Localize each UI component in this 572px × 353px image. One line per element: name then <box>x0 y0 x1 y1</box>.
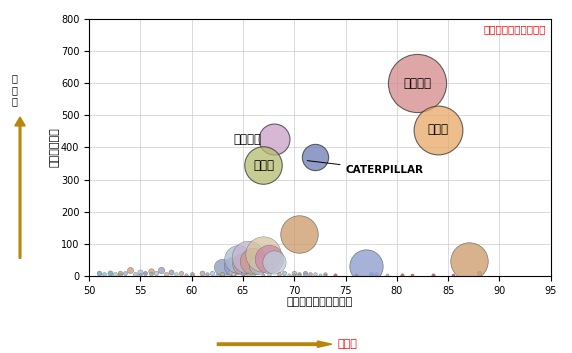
Text: CATERPILLAR: CATERPILLAR <box>307 161 423 175</box>
Point <box>166 269 176 275</box>
Point <box>218 271 227 276</box>
Point <box>264 256 273 262</box>
Point <box>449 272 458 278</box>
Point <box>367 271 376 277</box>
Point <box>372 271 381 277</box>
Y-axis label: 権利者スコア: 権利者スコア <box>49 127 59 167</box>
Point <box>310 271 319 277</box>
Point <box>300 272 309 277</box>
Point <box>362 263 371 269</box>
Point <box>320 271 329 277</box>
Point <box>105 270 114 276</box>
X-axis label: パテントスコア最高値: パテントスコア最高値 <box>287 297 353 307</box>
Point <box>382 272 391 278</box>
Point <box>136 269 145 275</box>
Point <box>279 270 288 276</box>
Point <box>202 271 212 277</box>
Point <box>295 273 304 278</box>
Text: 丸の大きさ：出願件数: 丸の大きさ：出願件数 <box>484 24 546 34</box>
Point <box>300 270 309 276</box>
Point <box>100 271 109 277</box>
Point <box>156 267 165 273</box>
Point <box>239 270 248 276</box>
Point <box>172 271 181 277</box>
Point <box>305 271 314 277</box>
Point <box>244 271 253 277</box>
Point <box>146 271 155 277</box>
Point <box>351 272 360 277</box>
Text: 個別力: 個別力 <box>337 339 358 349</box>
Point <box>259 251 268 257</box>
Point <box>223 272 232 277</box>
Text: ヤンマー: ヤンマー <box>233 133 261 146</box>
Point <box>249 258 258 263</box>
Point <box>408 272 417 278</box>
Point <box>161 271 170 276</box>
Point <box>474 270 483 276</box>
Point <box>289 272 299 278</box>
Point <box>95 270 104 276</box>
Point <box>413 80 422 86</box>
Point <box>120 270 129 276</box>
Point <box>110 271 119 277</box>
Point <box>244 255 253 260</box>
Point <box>269 259 279 265</box>
Text: 日立建機: 日立建機 <box>403 77 431 90</box>
Point <box>310 154 319 160</box>
Point <box>259 162 268 168</box>
Point <box>295 271 304 277</box>
Point <box>274 271 283 277</box>
Point <box>295 231 304 237</box>
Point <box>233 256 243 262</box>
Point <box>239 261 248 267</box>
Text: 総
合
力: 総 合 力 <box>11 73 17 107</box>
Point <box>428 272 438 277</box>
Point <box>115 270 124 276</box>
Point <box>151 270 160 276</box>
Point <box>213 272 222 277</box>
Point <box>197 270 206 276</box>
Point <box>177 270 186 276</box>
Point <box>218 264 227 270</box>
Point <box>269 137 279 142</box>
Point <box>254 263 263 268</box>
Point <box>315 272 324 278</box>
Point <box>259 272 268 278</box>
Point <box>130 271 140 277</box>
Point <box>331 272 340 277</box>
Point <box>136 272 145 277</box>
Point <box>398 272 407 277</box>
Point <box>434 127 443 133</box>
Point <box>464 258 473 263</box>
Point <box>125 267 134 273</box>
Point <box>187 271 196 276</box>
Point <box>208 270 217 276</box>
Point <box>228 271 237 277</box>
Point <box>182 272 191 277</box>
Point <box>320 273 329 278</box>
Point <box>249 272 258 277</box>
Point <box>284 272 293 277</box>
Point <box>187 272 196 278</box>
Point <box>115 272 124 277</box>
Point <box>228 263 237 269</box>
Text: クボタ: クボタ <box>253 158 274 172</box>
Point <box>141 270 150 276</box>
Point <box>264 271 273 277</box>
Point <box>146 269 155 274</box>
Point <box>289 270 299 276</box>
Text: コマツ: コマツ <box>427 123 448 136</box>
